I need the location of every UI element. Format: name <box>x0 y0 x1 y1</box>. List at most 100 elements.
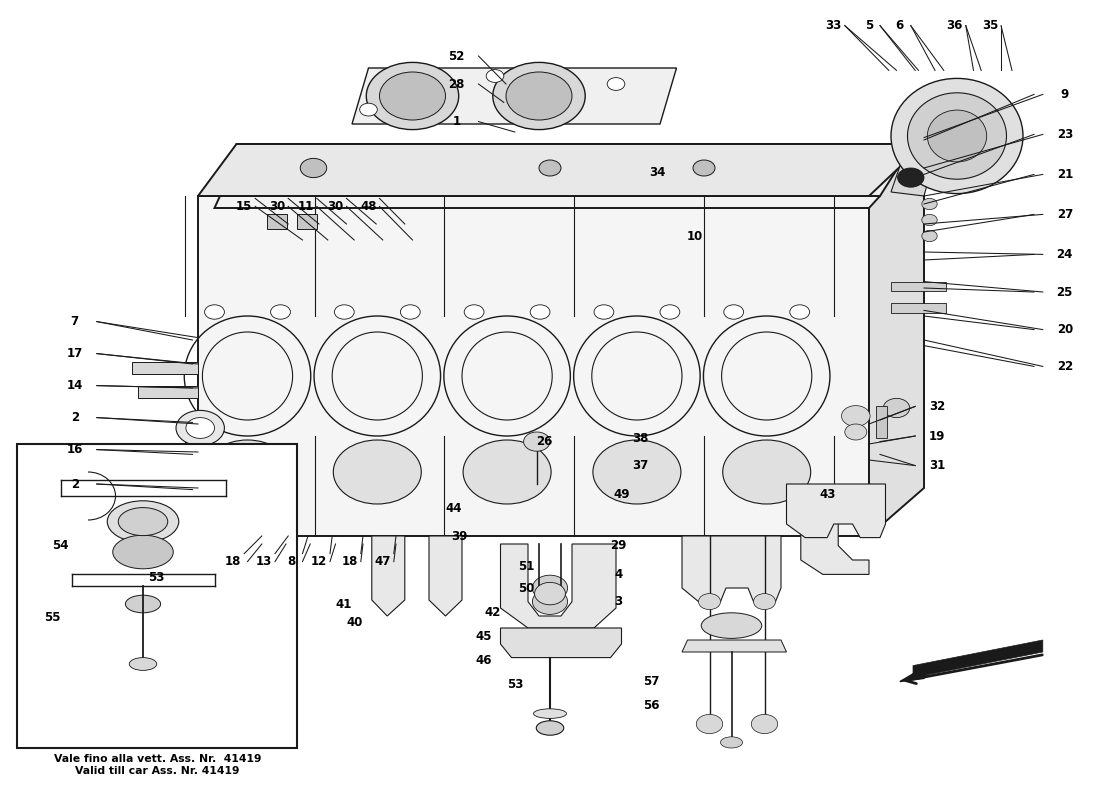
Ellipse shape <box>908 93 1007 179</box>
Text: 1: 1 <box>452 115 461 128</box>
Circle shape <box>693 160 715 176</box>
Text: 3: 3 <box>614 595 623 608</box>
Ellipse shape <box>720 737 742 748</box>
Circle shape <box>698 594 720 610</box>
Ellipse shape <box>537 721 563 735</box>
Polygon shape <box>500 628 621 658</box>
Text: 28: 28 <box>449 78 464 90</box>
Text: 52: 52 <box>449 50 464 62</box>
Text: 4: 4 <box>614 568 623 581</box>
Circle shape <box>922 214 937 226</box>
Text: 34: 34 <box>650 166 666 178</box>
Bar <box>132 362 198 374</box>
Text: 36: 36 <box>947 19 962 32</box>
Circle shape <box>845 424 867 440</box>
Text: 17: 17 <box>67 347 82 360</box>
Polygon shape <box>801 512 869 574</box>
Circle shape <box>593 440 681 504</box>
Circle shape <box>400 305 420 319</box>
Circle shape <box>754 594 776 610</box>
Text: 35: 35 <box>982 19 998 32</box>
Text: 14: 14 <box>67 379 82 392</box>
Text: 57: 57 <box>644 675 659 688</box>
Circle shape <box>922 198 937 210</box>
Polygon shape <box>869 144 924 536</box>
Ellipse shape <box>534 709 566 718</box>
Circle shape <box>922 230 937 242</box>
Circle shape <box>842 406 870 426</box>
Bar <box>297 214 317 229</box>
Text: 31: 31 <box>930 459 945 472</box>
Text: 22: 22 <box>1057 360 1072 373</box>
Circle shape <box>898 168 924 187</box>
Circle shape <box>300 158 327 178</box>
Ellipse shape <box>108 501 178 542</box>
Bar <box>891 303 946 313</box>
Text: 45: 45 <box>475 630 493 642</box>
Polygon shape <box>429 536 462 616</box>
Circle shape <box>463 440 551 504</box>
Circle shape <box>486 70 504 82</box>
Circle shape <box>271 305 290 319</box>
Text: 40: 40 <box>346 616 362 629</box>
Circle shape <box>532 589 568 614</box>
Text: 18: 18 <box>342 555 358 568</box>
Ellipse shape <box>891 78 1023 194</box>
Text: 49: 49 <box>613 488 629 501</box>
Text: 16: 16 <box>67 443 82 456</box>
Polygon shape <box>198 144 924 196</box>
Text: 12: 12 <box>311 555 327 568</box>
Circle shape <box>205 305 224 319</box>
Text: 47: 47 <box>375 555 390 568</box>
Text: 44: 44 <box>444 502 462 514</box>
Text: 38: 38 <box>632 432 648 445</box>
Polygon shape <box>913 640 1043 678</box>
Text: 19: 19 <box>930 430 945 442</box>
Circle shape <box>464 305 484 319</box>
Text: 32: 32 <box>930 400 945 413</box>
Text: passion for
automobiles
1985: passion for automobiles 1985 <box>464 360 812 520</box>
Text: 24: 24 <box>1057 248 1072 261</box>
Circle shape <box>524 432 550 451</box>
Polygon shape <box>198 196 869 536</box>
Text: 8: 8 <box>287 555 296 568</box>
Text: 41: 41 <box>336 598 351 610</box>
Circle shape <box>607 78 625 90</box>
Circle shape <box>379 72 446 120</box>
Text: 30: 30 <box>270 200 285 213</box>
Polygon shape <box>214 196 880 208</box>
Polygon shape <box>682 640 786 652</box>
Text: 9: 9 <box>1060 88 1069 101</box>
Text: 11: 11 <box>298 200 314 213</box>
Circle shape <box>186 479 214 500</box>
Circle shape <box>333 440 421 504</box>
Circle shape <box>660 305 680 319</box>
Text: 51: 51 <box>518 560 534 573</box>
Circle shape <box>532 575 568 601</box>
Text: 33: 33 <box>826 19 842 32</box>
Text: 2: 2 <box>70 411 79 424</box>
Ellipse shape <box>112 535 174 569</box>
Circle shape <box>539 160 561 176</box>
Text: 2: 2 <box>70 478 79 490</box>
Polygon shape <box>900 662 933 682</box>
Circle shape <box>751 714 778 734</box>
Circle shape <box>594 305 614 319</box>
Bar <box>267 214 287 229</box>
Text: 54: 54 <box>53 539 68 552</box>
Circle shape <box>883 398 910 418</box>
Text: 18: 18 <box>226 555 241 568</box>
Polygon shape <box>214 144 913 196</box>
Text: 6: 6 <box>895 19 904 32</box>
Text: 37: 37 <box>632 459 648 472</box>
Circle shape <box>176 472 224 507</box>
Bar <box>138 386 198 398</box>
Polygon shape <box>891 160 933 196</box>
Ellipse shape <box>125 595 161 613</box>
Text: 15: 15 <box>236 200 252 213</box>
Polygon shape <box>500 544 616 628</box>
Bar <box>876 406 887 438</box>
Text: 50: 50 <box>518 582 534 594</box>
Text: 48: 48 <box>361 200 376 213</box>
Ellipse shape <box>927 110 987 162</box>
